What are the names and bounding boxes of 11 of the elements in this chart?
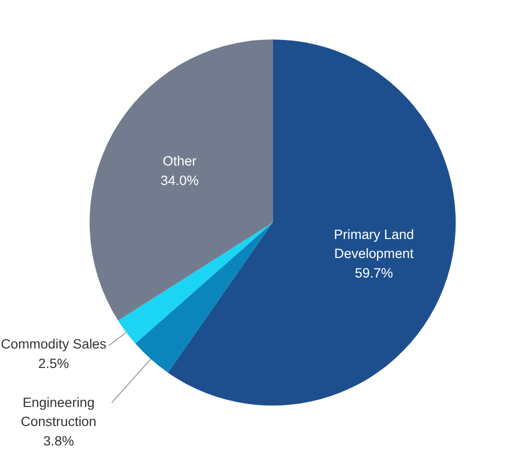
slice-label: Primary Land Development <box>334 226 414 262</box>
slice-label: Other <box>162 154 197 169</box>
slice-label: Commodity Sales <box>0 336 107 352</box>
data-label: 2.5% <box>38 356 70 371</box>
pie-slice <box>90 39 273 321</box>
slice-label: Engineering Construction <box>20 394 96 430</box>
data-label: 59.7% <box>354 265 394 280</box>
data-label: 34.0% <box>160 172 199 188</box>
data-label: 3.8% <box>43 433 74 448</box>
pie-slice <box>135 222 273 373</box>
pie-slice <box>118 222 273 344</box>
